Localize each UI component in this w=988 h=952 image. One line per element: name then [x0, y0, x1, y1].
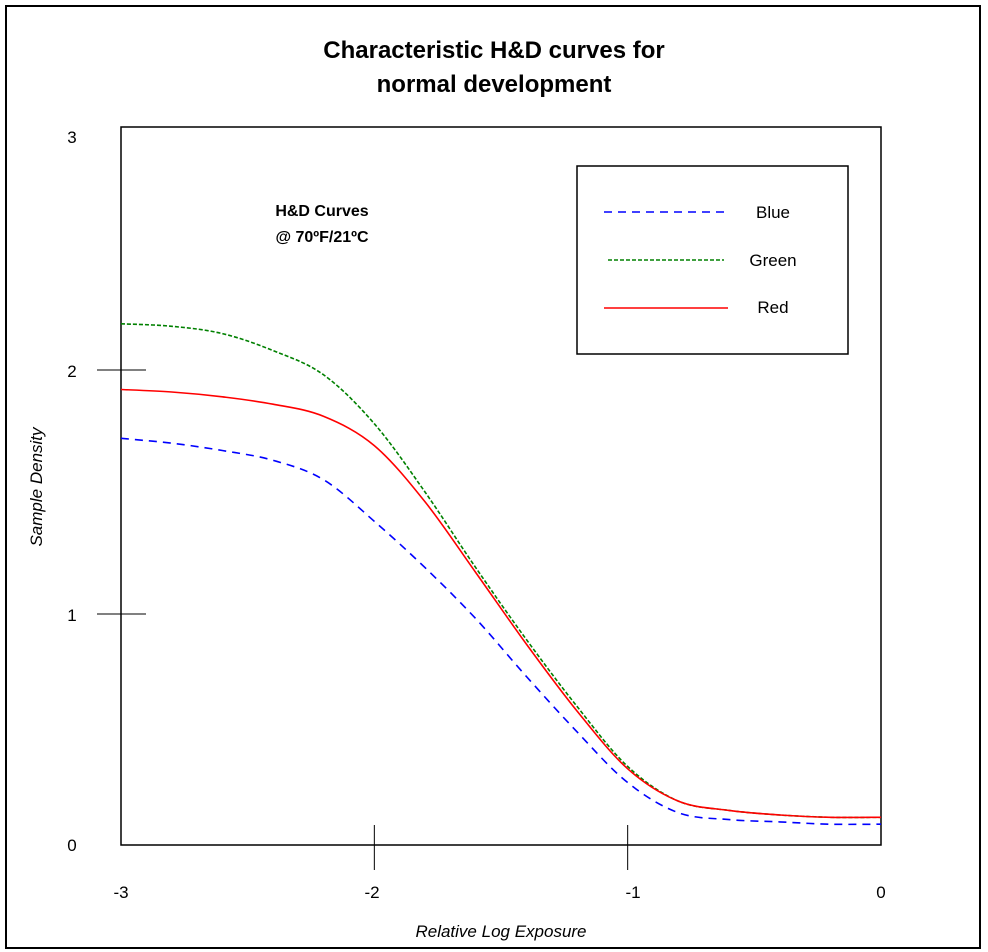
axis-ticks	[97, 370, 628, 870]
x-tick-label-neg2: -2	[364, 883, 379, 902]
annotation-line-1: H&D Curves	[275, 203, 368, 220]
y-tick-label-1: 1	[67, 606, 76, 625]
x-axis-label: Relative Log Exposure	[415, 922, 586, 941]
legend-label-green: Green	[749, 251, 796, 270]
legend-label-blue: Blue	[756, 203, 790, 222]
y-tick-label-2: 2	[67, 362, 76, 381]
chart-title-line-1: Characteristic H&D curves for	[323, 37, 664, 64]
series-line-blue	[121, 438, 881, 824]
legend: Blue Green Red	[577, 166, 848, 354]
y-tick-label-0: 0	[67, 836, 76, 855]
x-tick-label-0: 0	[876, 883, 885, 902]
x-tick-label-neg1: -1	[625, 883, 640, 902]
chart-title-line-2: normal development	[377, 71, 612, 98]
annotation-line-2: @ 70ºF/21ºC	[275, 229, 369, 246]
series-line-red	[121, 390, 881, 818]
y-axis-label: Sample Density	[27, 426, 46, 547]
legend-label-red: Red	[757, 298, 788, 317]
x-tick-label-neg3: -3	[113, 883, 128, 902]
series-layer	[121, 324, 881, 825]
y-tick-label-3: 3	[67, 128, 76, 147]
